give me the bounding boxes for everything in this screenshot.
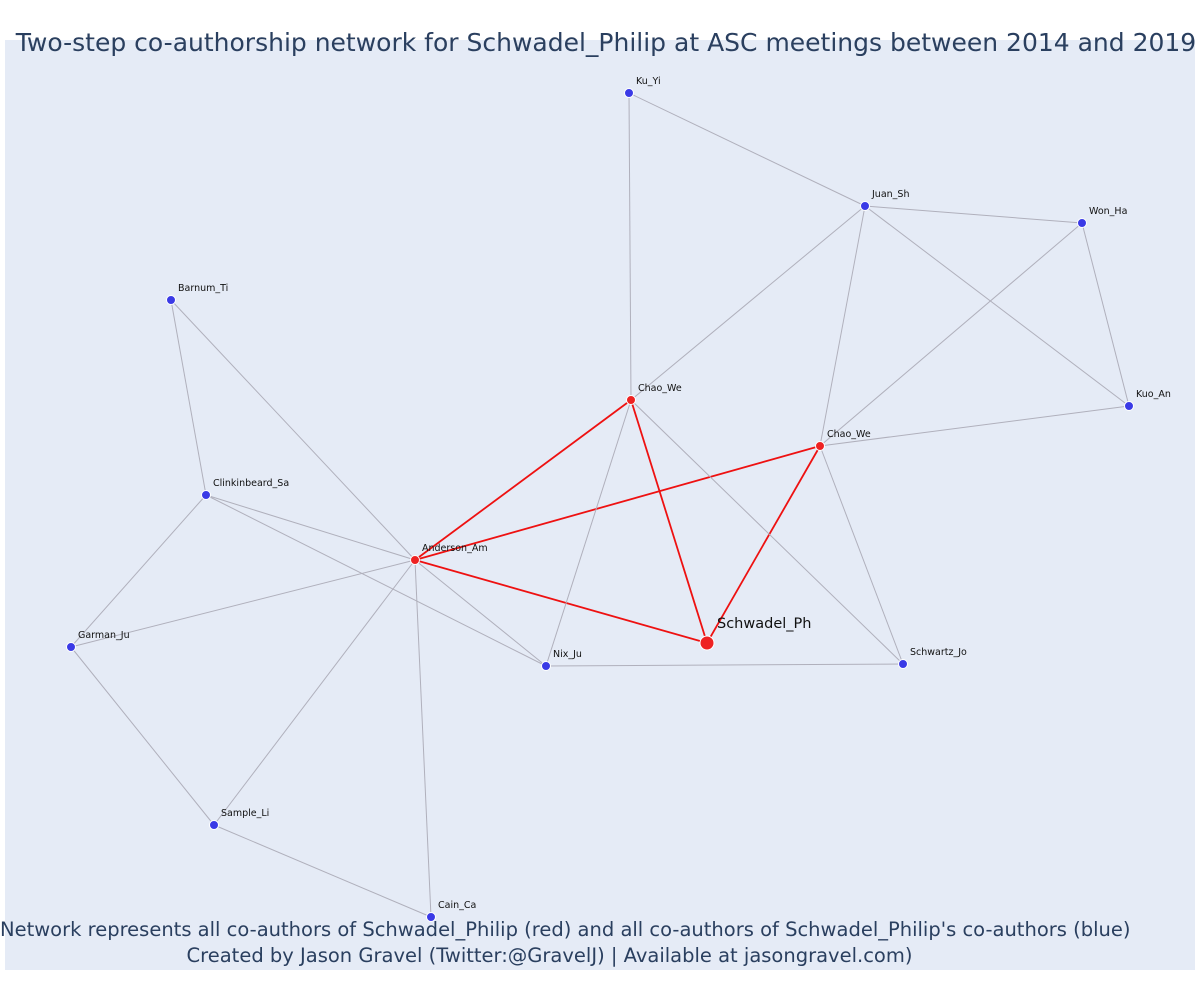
edge-juan-chao2 xyxy=(819,205,866,447)
node-label-schwadel: Schwadel_Ph xyxy=(717,616,811,632)
edge-kuo-chao2 xyxy=(819,405,1130,447)
node-label-garman: Garman_Ju xyxy=(78,630,130,641)
edge-chao1-schwartz xyxy=(630,399,904,665)
edge-barnum-anderson xyxy=(170,299,416,561)
node-anderson[interactable] xyxy=(410,555,420,565)
node-schwartz[interactable] xyxy=(898,659,908,669)
edge-chao2-schwadel xyxy=(706,445,821,644)
edge-juan-won xyxy=(864,205,1083,224)
edge-juan-kuo xyxy=(864,205,1130,407)
edge-anderson-schwadel xyxy=(414,559,708,644)
edge-won-kuo xyxy=(1081,222,1130,407)
node-barnum[interactable] xyxy=(166,295,176,305)
label-layer: Schwadel_Ph Anderson_Am Chao_We Chao_We Ku_Y… xyxy=(78,76,1171,911)
edge-sample-anderson xyxy=(213,559,416,826)
node-label-barnum: Barnum_Ti xyxy=(178,283,228,294)
node-chao2[interactable] xyxy=(815,441,825,451)
edge-chao1-nix xyxy=(545,399,632,667)
edge-anderson-chao1 xyxy=(414,399,632,561)
edge-ku-chao1 xyxy=(628,92,632,401)
edge-ku-juan xyxy=(628,92,866,207)
edge-garman-anderson xyxy=(70,559,416,648)
node-label-chao2: Chao_We xyxy=(827,429,871,440)
node-won[interactable] xyxy=(1077,218,1087,228)
node-label-ku: Ku_Yi xyxy=(636,76,661,87)
edge-clink-garman xyxy=(70,494,207,648)
edge-anderson-nix xyxy=(414,559,547,667)
edge-barnum-clink xyxy=(170,299,207,496)
node-label-anderson: Anderson_Am xyxy=(422,543,488,554)
edge-chao2-schwartz xyxy=(819,445,904,665)
node-chao1[interactable] xyxy=(626,395,636,405)
plot-area xyxy=(5,40,1195,970)
node-ku[interactable] xyxy=(624,88,634,98)
node-cain[interactable] xyxy=(426,912,436,922)
edge-cain-anderson xyxy=(414,559,432,918)
node-kuo[interactable] xyxy=(1124,401,1134,411)
node-label-nix: Nix_Ju xyxy=(553,649,582,660)
node-layer xyxy=(66,88,1134,922)
node-garman[interactable] xyxy=(66,642,76,652)
edge-clink-nix xyxy=(205,494,547,667)
caption-credit: Created by Jason Gravel (Twitter:@Gravel… xyxy=(186,944,913,967)
node-label-sample: Sample_Li xyxy=(221,808,269,819)
caption-legend: Network represents all co-authors of Sch… xyxy=(0,918,1131,941)
edge-layer xyxy=(70,92,1130,918)
node-label-won: Won_Ha xyxy=(1089,206,1127,217)
node-juan[interactable] xyxy=(860,201,870,211)
node-label-chao1: Chao_We xyxy=(638,383,682,394)
node-label-cain: Cain_Ca xyxy=(438,900,476,911)
node-label-juan: Juan_Sh xyxy=(871,189,909,200)
edge-clink-anderson xyxy=(205,494,416,561)
edge-nix-schwartz xyxy=(545,663,904,667)
edge-sample-cain xyxy=(213,824,432,918)
edge-won-chao2 xyxy=(819,222,1083,447)
node-clink[interactable] xyxy=(201,490,211,500)
node-sample[interactable] xyxy=(209,820,219,830)
edge-chao1-schwadel xyxy=(630,399,708,644)
edge-anderson-chao2 xyxy=(414,445,821,561)
node-label-clink: Clinkinbeard_Sa xyxy=(213,478,289,489)
node-nix[interactable] xyxy=(541,661,551,671)
node-label-kuo: Kuo_An xyxy=(1136,389,1171,400)
node-schwadel[interactable] xyxy=(699,635,715,651)
edge-garman-sample xyxy=(70,646,215,826)
chart-title: Two-step co-authorship network for Schwa… xyxy=(15,28,1197,57)
node-label-schwartz: Schwartz_Jo xyxy=(910,647,967,658)
edge-juan-chao1 xyxy=(630,205,866,401)
